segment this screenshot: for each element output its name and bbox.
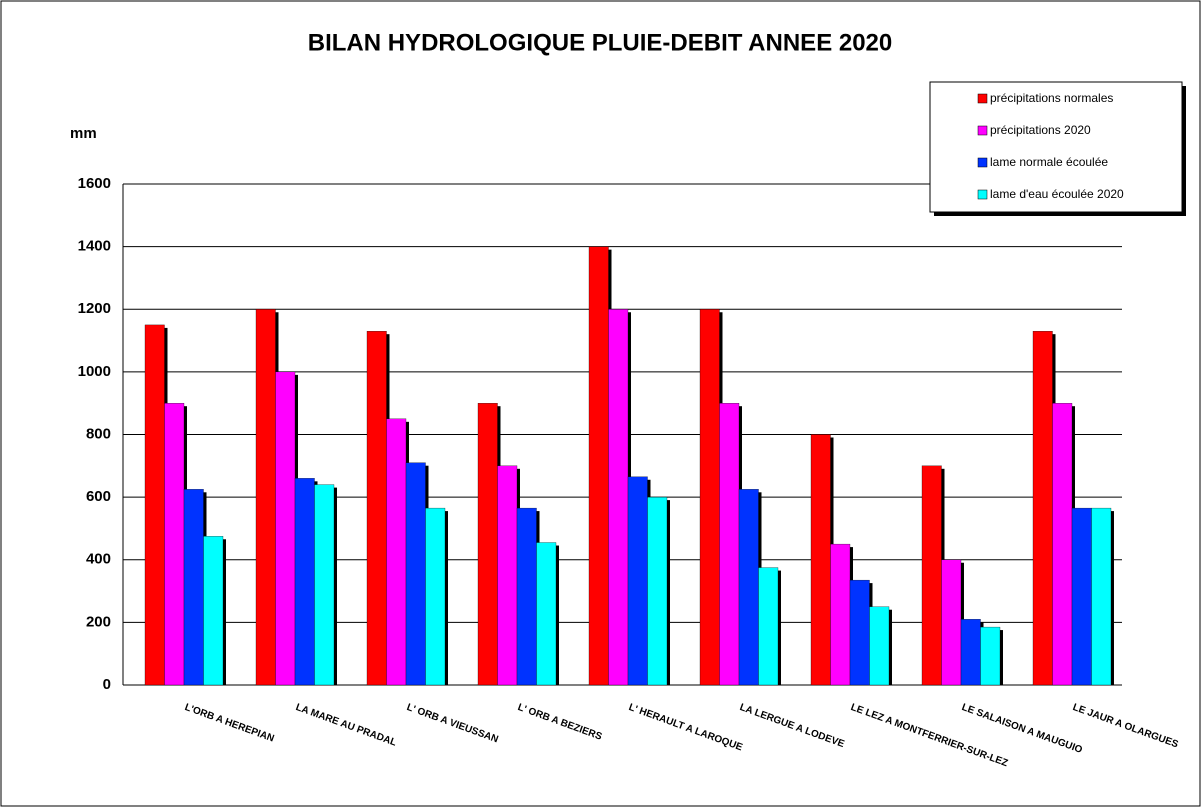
legend-swatch (977, 189, 988, 200)
y-tick-label: 800 (86, 425, 111, 442)
y-tick-label: 1200 (78, 300, 111, 317)
bar (477, 403, 498, 686)
y-tick-label: 600 (86, 488, 111, 505)
bar (719, 403, 740, 686)
legend-label: précipitations 2020 (990, 123, 1091, 137)
bar (144, 324, 165, 686)
legend-swatch (977, 93, 988, 104)
y-tick-label: 0 (103, 676, 111, 693)
legend-swatch (977, 157, 988, 168)
bar (386, 418, 407, 686)
bar (366, 331, 387, 686)
bar (588, 246, 609, 686)
bar (758, 567, 779, 686)
bar (275, 371, 296, 686)
bar (830, 543, 851, 686)
bar (810, 434, 831, 686)
bar (608, 309, 629, 686)
bar (960, 619, 981, 686)
bar (1052, 403, 1073, 686)
bar (627, 476, 648, 686)
y-axis-label: mm (70, 125, 97, 142)
bar (1032, 331, 1053, 686)
bar (425, 507, 446, 686)
bar (183, 489, 204, 686)
bar (516, 507, 537, 686)
legend-label: lame normale écoulée (990, 155, 1108, 169)
y-tick-label: 1400 (78, 238, 111, 255)
bar (1071, 507, 1092, 686)
chart-title: BILAN HYDROLOGIQUE PLUIE-DEBIT ANNEE 202… (308, 29, 893, 56)
legend-label: lame d'eau écoulée 2020 (990, 187, 1124, 201)
bar (869, 606, 890, 686)
bar (405, 462, 426, 686)
bar (314, 484, 335, 686)
legend-swatch (977, 125, 988, 136)
y-tick-label: 1000 (78, 363, 111, 380)
bar (164, 403, 185, 686)
legend (929, 81, 1183, 213)
bar (941, 559, 962, 686)
bar (203, 536, 224, 686)
y-tick-label: 1600 (78, 175, 111, 192)
y-tick-label: 200 (86, 613, 111, 630)
bar (255, 309, 276, 686)
legend-label: précipitations normales (990, 91, 1113, 105)
bar (536, 542, 557, 686)
bar (921, 465, 942, 686)
bar (849, 579, 870, 686)
bar (1091, 507, 1112, 686)
bar (699, 309, 720, 686)
bar (294, 478, 315, 686)
bar (738, 489, 759, 686)
bar (647, 496, 668, 686)
y-tick-label: 400 (86, 551, 111, 568)
bar (497, 465, 518, 686)
bar (980, 626, 1001, 686)
